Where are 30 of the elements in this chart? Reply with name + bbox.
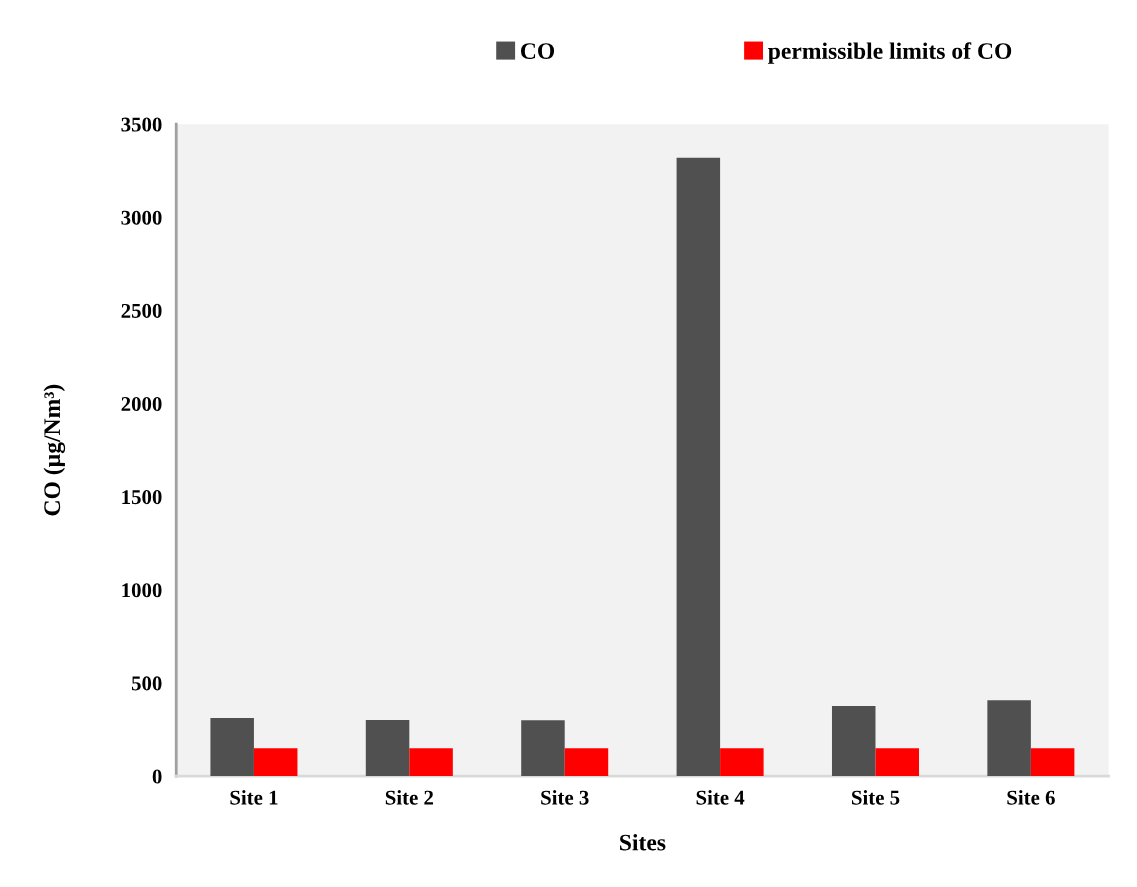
bar	[875, 748, 919, 777]
y-tick-label: 1500	[122, 490, 162, 505]
bar	[676, 157, 721, 777]
x-tick-label: Site 6	[1007, 790, 1055, 805]
bar	[987, 700, 1031, 777]
bar	[564, 748, 609, 777]
y-tick-label: 500	[131, 676, 162, 691]
bar	[409, 748, 453, 777]
bar	[720, 748, 764, 777]
y-tick-label: 3500	[121, 117, 162, 132]
y-tick-label: 2500	[121, 303, 162, 318]
x-tick-label: Site 2	[385, 790, 434, 805]
bar	[831, 706, 876, 777]
y-tick-label: 3000	[121, 210, 162, 225]
y-tick-label: 1000	[122, 583, 162, 598]
y-tick-label: 0	[152, 769, 162, 784]
bar	[521, 720, 565, 777]
bar	[210, 718, 254, 777]
legend-label: CO	[520, 43, 555, 60]
bar	[253, 748, 298, 777]
x-tick-label: Site 3	[541, 790, 589, 805]
y-axis-title: CO (µg/Nm³)	[43, 384, 66, 516]
bar	[365, 720, 410, 777]
x-tick-label: Site 5	[852, 790, 900, 805]
x-axis-title: Sites	[620, 833, 666, 851]
x-tick-label: Site 1	[230, 790, 278, 805]
bar	[1030, 748, 1075, 777]
y-tick-label: 2000	[121, 396, 162, 412]
x-tick-label: Site 4	[696, 790, 745, 805]
legend-label: permissible limits of CO	[768, 42, 1012, 64]
